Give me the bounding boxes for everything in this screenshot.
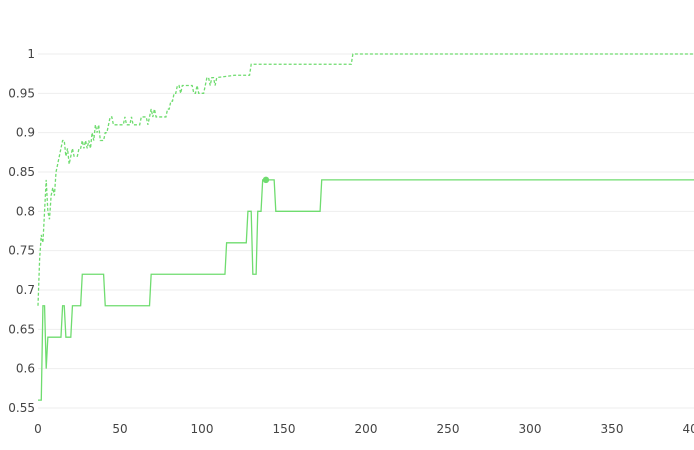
y-tick-label: 0.6 — [16, 362, 35, 376]
x-tick-label: 300 — [519, 422, 542, 436]
series-marker-point — [262, 176, 270, 184]
y-tick-label: 0.85 — [8, 165, 35, 179]
y-tick-label: 0.7 — [16, 283, 35, 297]
y-tick-label: 1 — [27, 47, 35, 61]
x-tick-label: 350 — [601, 422, 624, 436]
y-axis: 0.55 0.6 0.65 0.7 0.75 0.8 0.85 0.9 0.95 1 — [8, 47, 35, 415]
plot-area — [37, 53, 694, 401]
x-tick-label: 50 — [112, 422, 127, 436]
y-tick-label: 0.95 — [8, 86, 35, 100]
x-tick-label: 200 — [355, 422, 378, 436]
x-tick-label: 0 — [34, 422, 42, 436]
y-tick-label: 0.55 — [8, 401, 35, 415]
gridlines — [38, 53, 694, 409]
x-tick-label: 100 — [191, 422, 214, 436]
y-tick-label: 0.8 — [16, 204, 35, 218]
y-tick-label: 0.75 — [8, 244, 35, 258]
series-line-dashed — [37, 53, 694, 306]
y-tick-label: 0.65 — [8, 322, 35, 336]
x-tick-label: 150 — [273, 422, 296, 436]
x-tick-label: 400 — [683, 422, 694, 436]
x-tick-label: 250 — [437, 422, 460, 436]
x-axis: 0 50 100 150 200 250 300 350 400 — [34, 422, 694, 436]
y-tick-label: 0.9 — [16, 126, 35, 140]
